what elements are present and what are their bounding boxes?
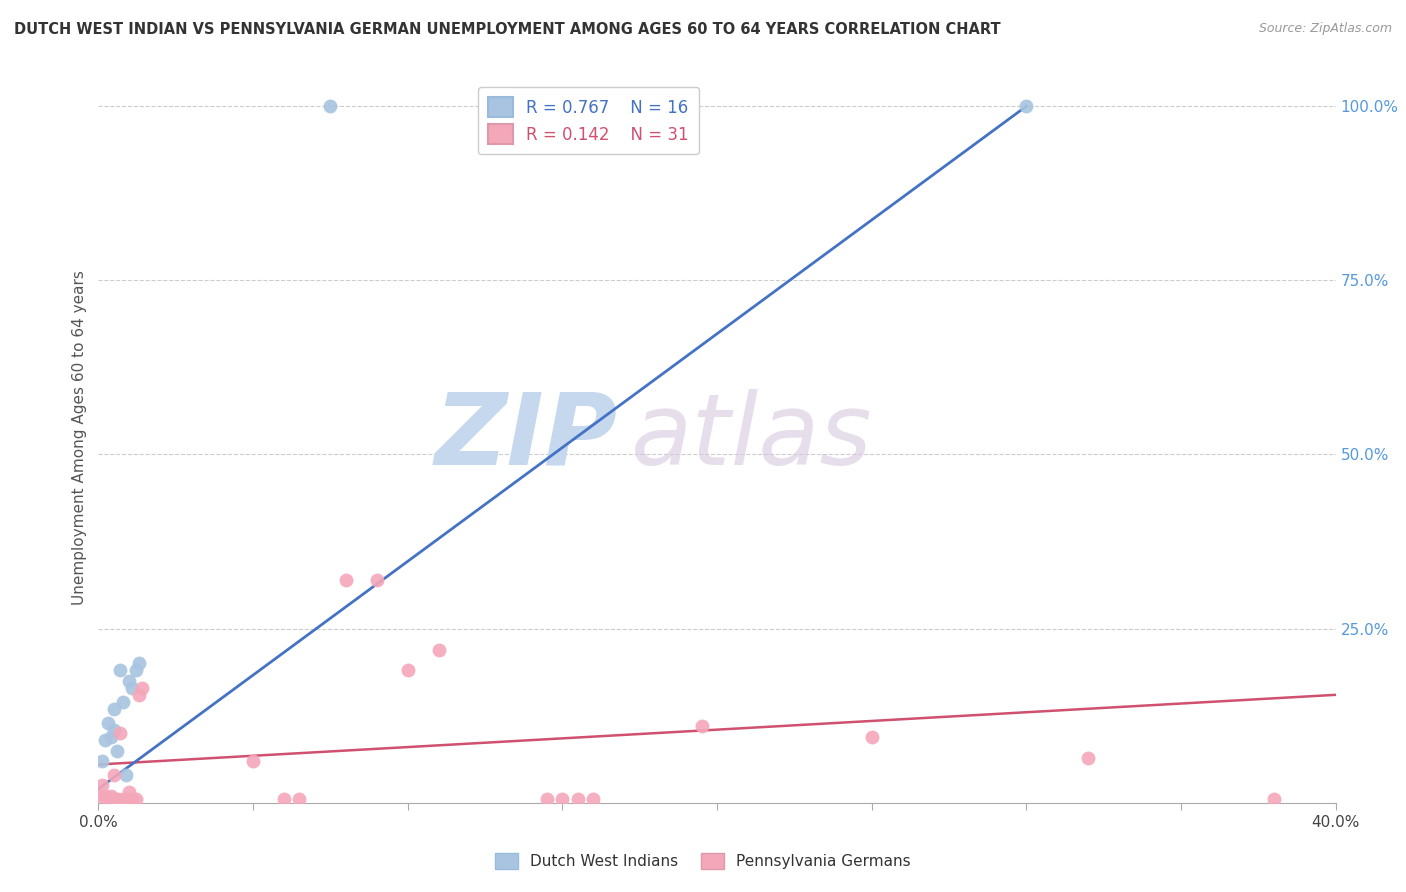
Point bbox=[97, 792, 120, 806]
Point bbox=[242, 754, 264, 768]
Point bbox=[105, 743, 128, 757]
Point bbox=[860, 730, 883, 744]
Point bbox=[427, 642, 450, 657]
Point bbox=[90, 754, 112, 768]
Point bbox=[536, 792, 558, 806]
Text: DUTCH WEST INDIAN VS PENNSYLVANIA GERMAN UNEMPLOYMENT AMONG AGES 60 TO 64 YEARS : DUTCH WEST INDIAN VS PENNSYLVANIA GERMAN… bbox=[14, 22, 1001, 37]
Point bbox=[1015, 99, 1038, 113]
Point bbox=[112, 695, 135, 709]
Point bbox=[108, 726, 131, 740]
Point bbox=[108, 664, 131, 678]
Point bbox=[93, 789, 115, 803]
Text: atlas: atlas bbox=[630, 389, 872, 485]
Point bbox=[396, 664, 419, 678]
Point bbox=[115, 792, 138, 806]
Legend: Dutch West Indians, Pennsylvania Germans: Dutch West Indians, Pennsylvania Germans bbox=[489, 847, 917, 875]
Point bbox=[103, 702, 125, 716]
Point bbox=[131, 681, 153, 695]
Point bbox=[87, 789, 110, 803]
Point bbox=[112, 792, 135, 806]
Point bbox=[551, 792, 574, 806]
Point bbox=[105, 792, 128, 806]
Point bbox=[100, 730, 122, 744]
Point bbox=[103, 723, 125, 737]
Point bbox=[118, 785, 141, 799]
Text: Source: ZipAtlas.com: Source: ZipAtlas.com bbox=[1258, 22, 1392, 36]
Point bbox=[690, 719, 713, 733]
Point bbox=[1263, 792, 1285, 806]
Point bbox=[335, 573, 357, 587]
Legend: R = 0.767    N = 16, R = 0.142    N = 31: R = 0.767 N = 16, R = 0.142 N = 31 bbox=[478, 87, 699, 154]
Point bbox=[100, 789, 122, 803]
Point bbox=[97, 715, 120, 730]
Y-axis label: Unemployment Among Ages 60 to 64 years: Unemployment Among Ages 60 to 64 years bbox=[72, 269, 87, 605]
Point bbox=[288, 792, 311, 806]
Point bbox=[121, 792, 143, 806]
Point bbox=[90, 778, 112, 792]
Point bbox=[1077, 750, 1099, 764]
Point bbox=[366, 573, 388, 587]
Point bbox=[582, 792, 605, 806]
Point bbox=[118, 673, 141, 688]
Text: ZIP: ZIP bbox=[434, 389, 619, 485]
Point bbox=[128, 688, 150, 702]
Point bbox=[567, 792, 589, 806]
Point bbox=[273, 792, 295, 806]
Point bbox=[103, 768, 125, 782]
Point bbox=[124, 664, 146, 678]
Point bbox=[124, 792, 146, 806]
Point bbox=[128, 657, 150, 671]
Point bbox=[103, 792, 125, 806]
Point bbox=[319, 99, 342, 113]
Point bbox=[121, 681, 143, 695]
Point bbox=[115, 768, 138, 782]
Point bbox=[93, 733, 115, 747]
